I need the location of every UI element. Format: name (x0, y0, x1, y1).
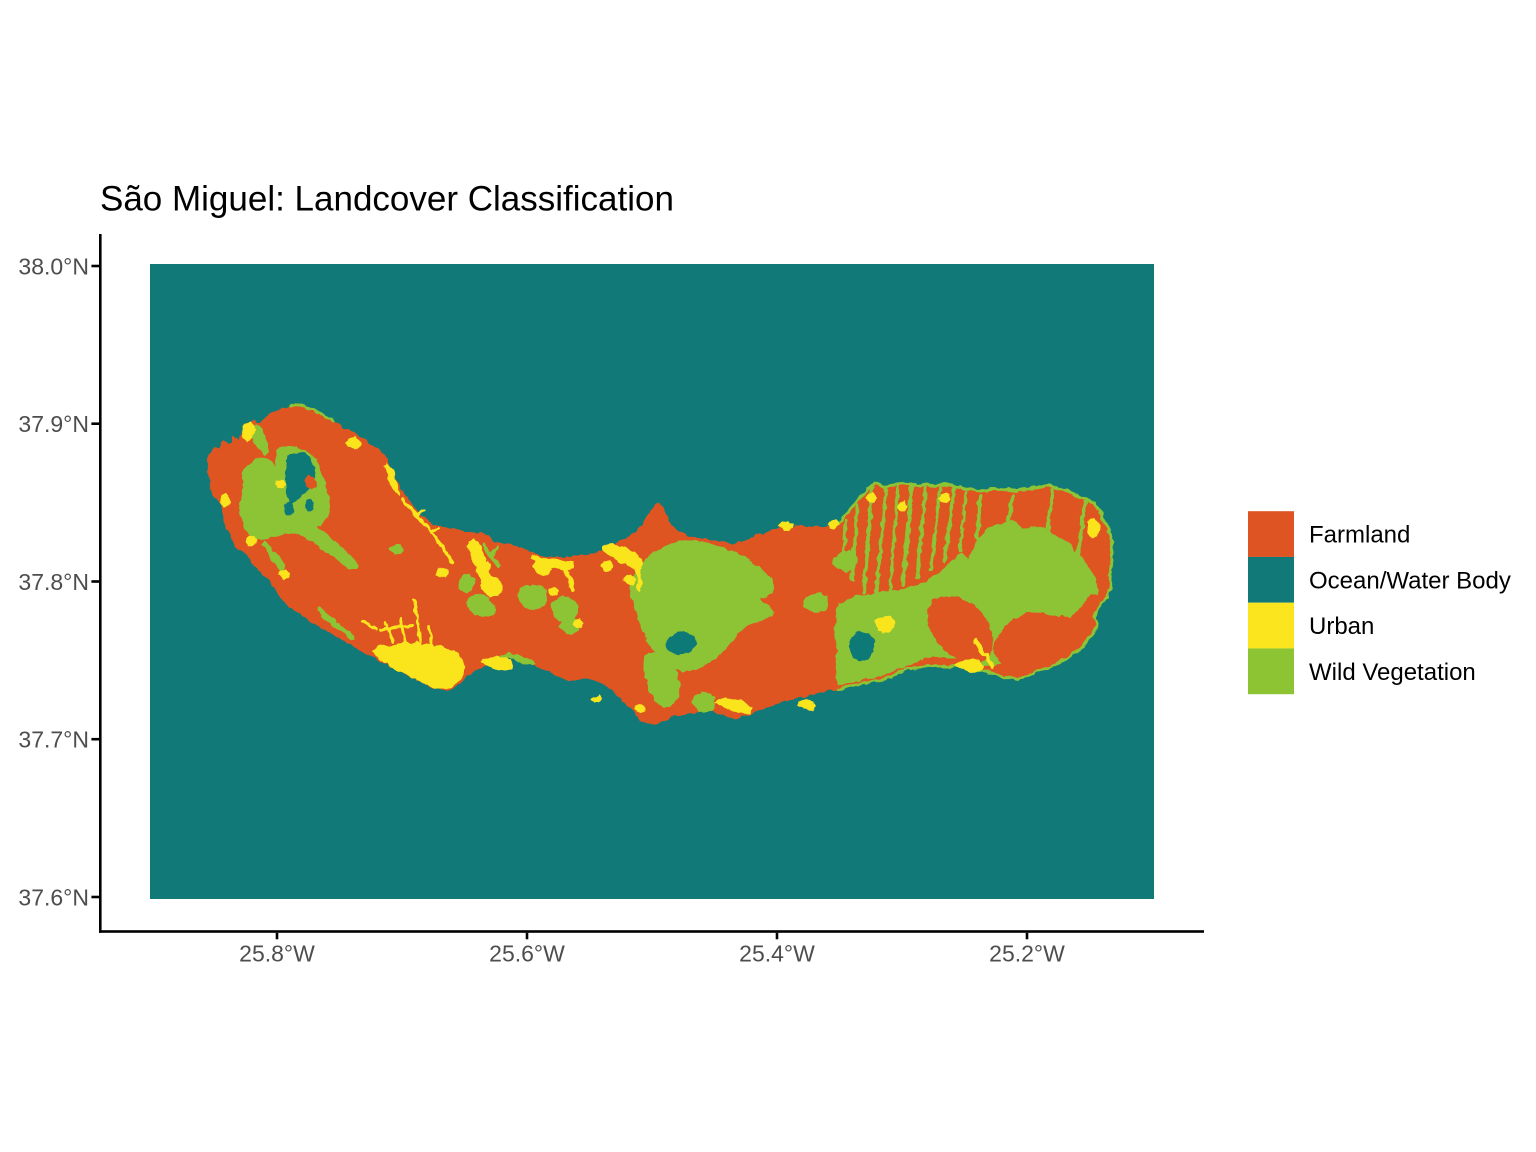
svg-text:Urban: Urban (1309, 613, 1374, 640)
svg-text:Farmland: Farmland (1309, 522, 1410, 549)
svg-text:37.6°N: 37.6°N (18, 885, 89, 911)
svg-text:25.8°W: 25.8°W (239, 941, 315, 967)
svg-text:25.4°W: 25.4°W (739, 941, 815, 967)
svg-text:São Miguel: Landcover Classifi: São Miguel: Landcover Classification (100, 180, 674, 219)
svg-text:37.9°N: 37.9°N (18, 411, 89, 437)
svg-text:25.2°W: 25.2°W (989, 941, 1065, 967)
svg-text:Wild Vegetation: Wild Vegetation (1309, 659, 1476, 686)
svg-text:Ocean/Water Body: Ocean/Water Body (1309, 567, 1511, 594)
svg-text:25.6°W: 25.6°W (489, 941, 565, 967)
svg-text:37.8°N: 37.8°N (18, 569, 89, 595)
svg-text:38.0°N: 38.0°N (18, 254, 89, 280)
svg-text:37.7°N: 37.7°N (18, 727, 89, 753)
